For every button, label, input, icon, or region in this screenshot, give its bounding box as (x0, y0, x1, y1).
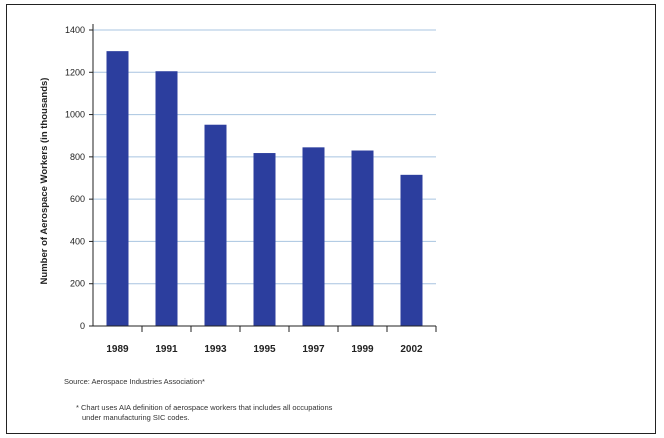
gridlines (93, 29, 436, 285)
y-tick-label: 1400 (65, 25, 85, 35)
y-axis-label: Number of Aerospace Workers (in thousand… (39, 78, 50, 285)
y-tick-label: 600 (70, 194, 85, 204)
bar-1993 (204, 124, 227, 326)
footnote-line-1: * Chart uses AIA definition of aerospace… (76, 403, 333, 412)
y-tick-label: 400 (70, 236, 85, 246)
y-tick-label: 200 (70, 279, 85, 289)
tick-labels: 0 200 400 600 800 1000 1200 1400 1989 1991 1993 199… (65, 25, 423, 355)
bar-1995 (253, 153, 276, 326)
x-tick-label-1995: 1995 (253, 344, 276, 355)
y-tick-label: 1000 (65, 110, 85, 120)
axes (89, 24, 437, 332)
source-note: Source: Aerospace Industries Association… (64, 377, 205, 386)
footnote-line-2: under manufacturing SIC codes. (82, 413, 190, 422)
x-tick-label-1991: 1991 (155, 344, 178, 355)
x-tick-label-1993: 1993 (204, 344, 227, 355)
bars (106, 51, 423, 327)
x-tick-label-1999: 1999 (351, 344, 374, 355)
bar-2002 (400, 174, 423, 326)
x-tick-label-1997: 1997 (302, 344, 325, 355)
bar-1989 (106, 51, 129, 327)
bar-1991 (155, 71, 178, 326)
y-tick-label: 0 (80, 321, 85, 331)
x-tick-label-1989: 1989 (106, 344, 129, 355)
bar-1997 (302, 147, 325, 326)
y-tick-label: 800 (70, 152, 85, 162)
bar-1999 (351, 150, 374, 326)
y-tick-label: 1200 (65, 67, 85, 77)
x-tick-label-2002: 2002 (400, 344, 423, 355)
